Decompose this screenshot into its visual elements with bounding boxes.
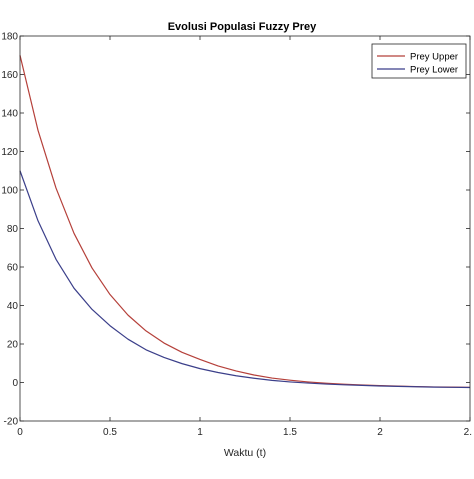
x-tick-label: 1.5 xyxy=(283,427,297,438)
legend-box xyxy=(371,43,467,79)
y-tick-label: 0 xyxy=(12,378,18,389)
legend-label-prey-upper: Prey Upper xyxy=(410,52,458,63)
legend-label-prey-lower: Prey Lower xyxy=(410,65,458,76)
y-tick-label: 160 xyxy=(1,70,18,81)
y-tick-label: 180 xyxy=(1,32,18,43)
x-tick-label: 0.5 xyxy=(103,427,117,438)
x-axis-label: Waktu (t) xyxy=(224,447,266,459)
y-tick-label: 60 xyxy=(7,263,19,274)
x-tick-label: 0 xyxy=(17,427,23,438)
x-tick-label: 1 xyxy=(197,427,203,438)
chart-title: Evolusi Populasi Fuzzy Prey xyxy=(168,21,317,33)
plot-frame xyxy=(19,35,471,422)
series-line-prey-lower xyxy=(19,170,471,389)
y-tick-label: 140 xyxy=(1,109,18,120)
legend: Prey Upper Prey Lower xyxy=(371,43,467,79)
y-tick-label: 120 xyxy=(1,147,18,158)
x-tick-label: 2 xyxy=(377,427,383,438)
y-tick-label: 80 xyxy=(7,224,19,235)
x-tick-label: 2. xyxy=(464,427,472,438)
y-tick-label: 100 xyxy=(1,186,18,197)
plot-area xyxy=(20,36,470,421)
y-tick-label: -20 xyxy=(4,417,19,428)
y-tick-label: 40 xyxy=(7,301,19,312)
y-tick-label: 20 xyxy=(7,340,19,351)
